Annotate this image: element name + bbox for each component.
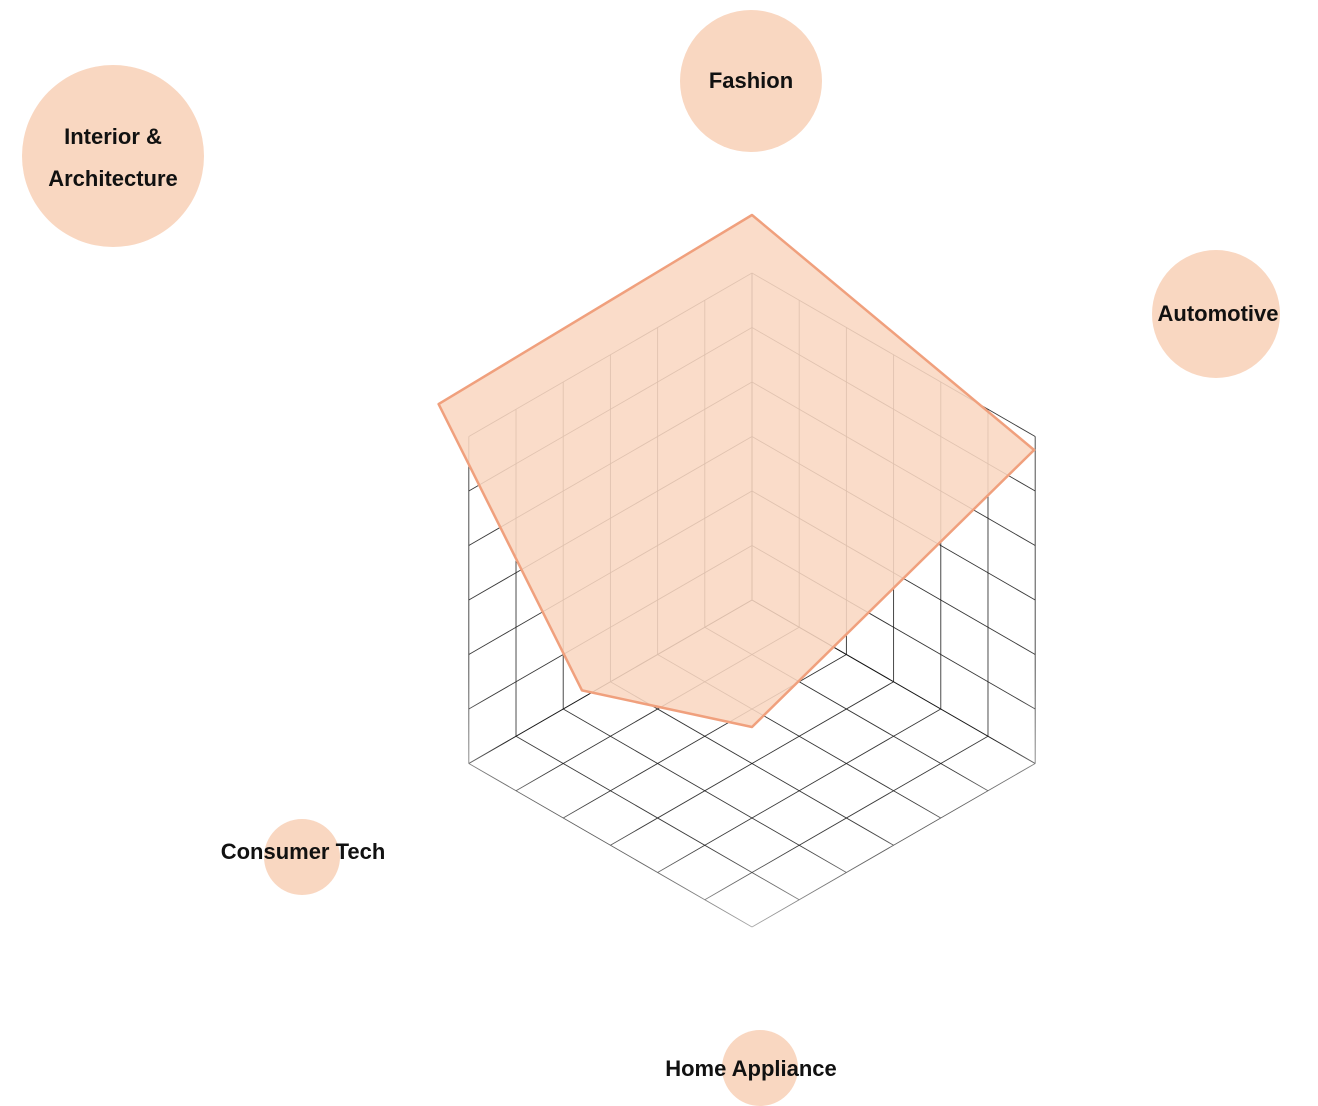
category-bubble-consumer-tech [264,819,340,895]
category-bubble-automotive [1152,250,1280,378]
category-label-interior-architecture: Interior & Architecture [48,124,178,191]
floor-face-gridline [751,763,1036,928]
category-label-automotive: Automotive [1157,301,1279,326]
floor-face-gridline [468,763,753,928]
category-label-fashion: Fashion [708,68,794,93]
series-area [437,213,1036,729]
category-bubble-home-appliance [722,1030,798,1106]
floor-face-gridline [704,735,989,901]
category-bubble-fashion [680,10,822,152]
category-label-home-appliance: Home Appliance [665,1056,837,1081]
category-bubble-interior-architecture [22,65,204,247]
category-label-consumer-tech: Consumer Tech [220,839,386,864]
